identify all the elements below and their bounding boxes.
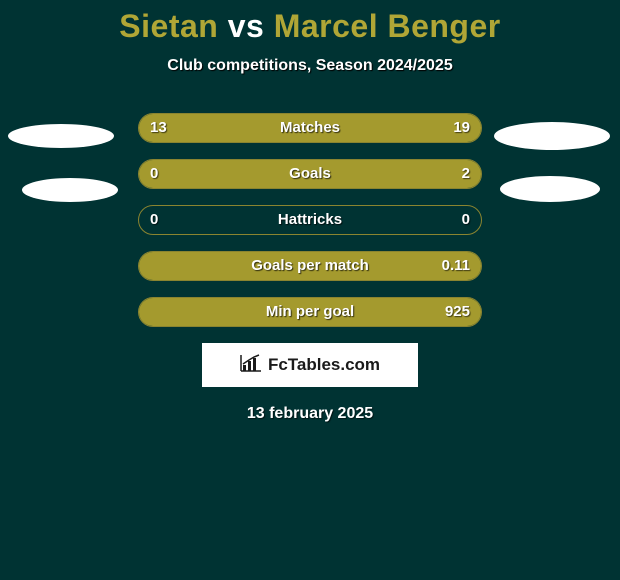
stat-bar-track	[138, 251, 482, 281]
decorative-ellipse	[22, 178, 118, 202]
stat-value-left: 0	[150, 159, 158, 189]
stat-row: 02Goals	[138, 159, 482, 189]
decorative-ellipse	[500, 176, 600, 202]
subtitle: Club competitions, Season 2024/2025	[0, 57, 620, 75]
stats-chart: 1319Matches02Goals00Hattricks0.11Goals p…	[138, 113, 482, 327]
stat-value-left: 13	[150, 113, 167, 143]
chart-bar-icon	[240, 354, 262, 377]
stat-bar-right	[276, 114, 481, 142]
stat-bar-track	[138, 113, 482, 143]
vs-separator: vs	[228, 8, 265, 44]
stat-row: 00Hattricks	[138, 205, 482, 235]
stat-value-right: 19	[453, 113, 470, 143]
player1-name: Sietan	[119, 8, 218, 44]
stat-value-right: 925	[445, 297, 470, 327]
stat-bar-track	[138, 159, 482, 189]
stat-bar-right	[139, 160, 481, 188]
stat-value-right: 2	[462, 159, 470, 189]
player2-name: Marcel Benger	[274, 8, 501, 44]
stat-row: 925Min per goal	[138, 297, 482, 327]
stat-value-left: 0	[150, 205, 158, 235]
date-label: 13 february 2025	[0, 405, 620, 423]
decorative-ellipse	[494, 122, 610, 150]
decorative-ellipse	[8, 124, 114, 148]
stat-row: 1319Matches	[138, 113, 482, 143]
stat-value-right: 0	[462, 205, 470, 235]
stat-bar-right	[139, 252, 481, 280]
stat-bar-track	[138, 297, 482, 327]
source-badge: FcTables.com	[202, 343, 418, 387]
stat-bar-track	[138, 205, 482, 235]
comparison-title: Sietan vs Marcel Benger	[0, 8, 620, 45]
stat-row: 0.11Goals per match	[138, 251, 482, 281]
badge-text: FcTables.com	[268, 355, 380, 375]
stat-value-right: 0.11	[442, 251, 470, 281]
stat-bar-right	[139, 298, 481, 326]
